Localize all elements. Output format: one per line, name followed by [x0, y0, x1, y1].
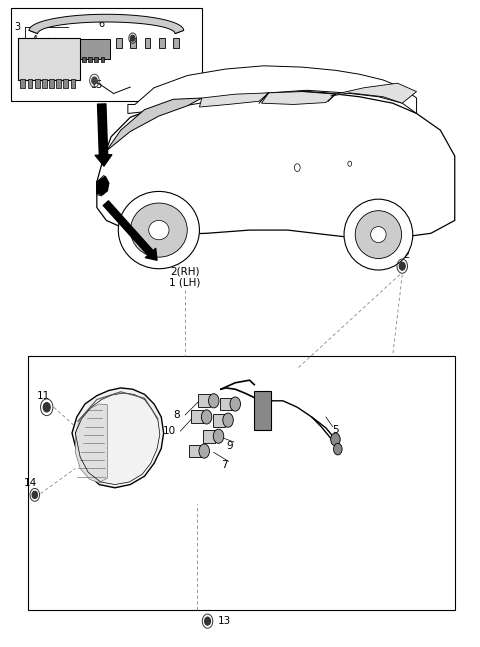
Bar: [199, 395, 210, 407]
Circle shape: [208, 394, 219, 408]
Text: 13: 13: [218, 616, 231, 626]
FancyArrowPatch shape: [103, 201, 157, 260]
Bar: [63, 79, 68, 88]
Text: 2(RH): 2(RH): [170, 267, 200, 277]
Text: 8: 8: [174, 410, 180, 420]
Bar: [18, 38, 80, 80]
Bar: [213, 413, 225, 426]
Bar: [159, 38, 165, 49]
Bar: [173, 38, 179, 49]
Ellipse shape: [131, 203, 187, 257]
Text: 12: 12: [398, 250, 411, 259]
Ellipse shape: [344, 199, 413, 270]
Circle shape: [32, 491, 37, 498]
Polygon shape: [97, 177, 109, 195]
Circle shape: [43, 402, 50, 412]
Polygon shape: [262, 92, 336, 104]
Bar: [71, 79, 75, 88]
Circle shape: [131, 36, 135, 41]
Bar: [254, 391, 271, 430]
Circle shape: [334, 443, 342, 455]
Ellipse shape: [371, 226, 386, 243]
Bar: [11, 8, 202, 101]
Bar: [116, 38, 121, 49]
Polygon shape: [29, 14, 184, 34]
Bar: [28, 79, 33, 88]
Polygon shape: [199, 93, 269, 107]
Bar: [82, 57, 86, 62]
Polygon shape: [331, 83, 417, 103]
Text: 3: 3: [14, 22, 20, 32]
Bar: [28, 356, 455, 610]
Bar: [21, 79, 25, 88]
Circle shape: [199, 444, 209, 458]
Circle shape: [204, 617, 210, 625]
Text: 9: 9: [226, 441, 233, 451]
Polygon shape: [107, 98, 202, 151]
Bar: [88, 57, 92, 62]
Text: 15: 15: [91, 80, 103, 90]
Bar: [192, 410, 203, 423]
Bar: [189, 444, 201, 457]
Ellipse shape: [355, 211, 402, 259]
Circle shape: [223, 413, 233, 427]
Text: 14: 14: [24, 478, 36, 488]
Text: 11: 11: [37, 391, 50, 400]
Text: 1 (LH): 1 (LH): [169, 278, 201, 288]
FancyArrowPatch shape: [95, 104, 112, 166]
Text: 7: 7: [221, 460, 228, 470]
Text: 10: 10: [163, 426, 177, 436]
Ellipse shape: [118, 192, 199, 269]
Polygon shape: [97, 91, 455, 239]
Circle shape: [399, 262, 405, 270]
Bar: [144, 38, 150, 49]
Text: 4: 4: [31, 35, 37, 45]
Circle shape: [331, 433, 340, 446]
Text: 5: 5: [332, 425, 339, 435]
Polygon shape: [72, 388, 164, 488]
Ellipse shape: [149, 221, 169, 240]
Circle shape: [230, 397, 240, 411]
Circle shape: [92, 77, 97, 84]
Circle shape: [213, 429, 224, 443]
Bar: [203, 430, 215, 443]
Bar: [130, 38, 136, 49]
Bar: [220, 398, 232, 410]
Bar: [35, 79, 39, 88]
Text: 6: 6: [98, 19, 105, 29]
Bar: [49, 79, 54, 88]
Bar: [101, 57, 105, 62]
Polygon shape: [128, 66, 417, 113]
Bar: [42, 79, 47, 88]
Polygon shape: [75, 404, 108, 483]
Bar: [56, 79, 61, 88]
Polygon shape: [97, 175, 107, 196]
Circle shape: [201, 410, 212, 424]
Bar: [80, 39, 110, 60]
Bar: [95, 57, 98, 62]
